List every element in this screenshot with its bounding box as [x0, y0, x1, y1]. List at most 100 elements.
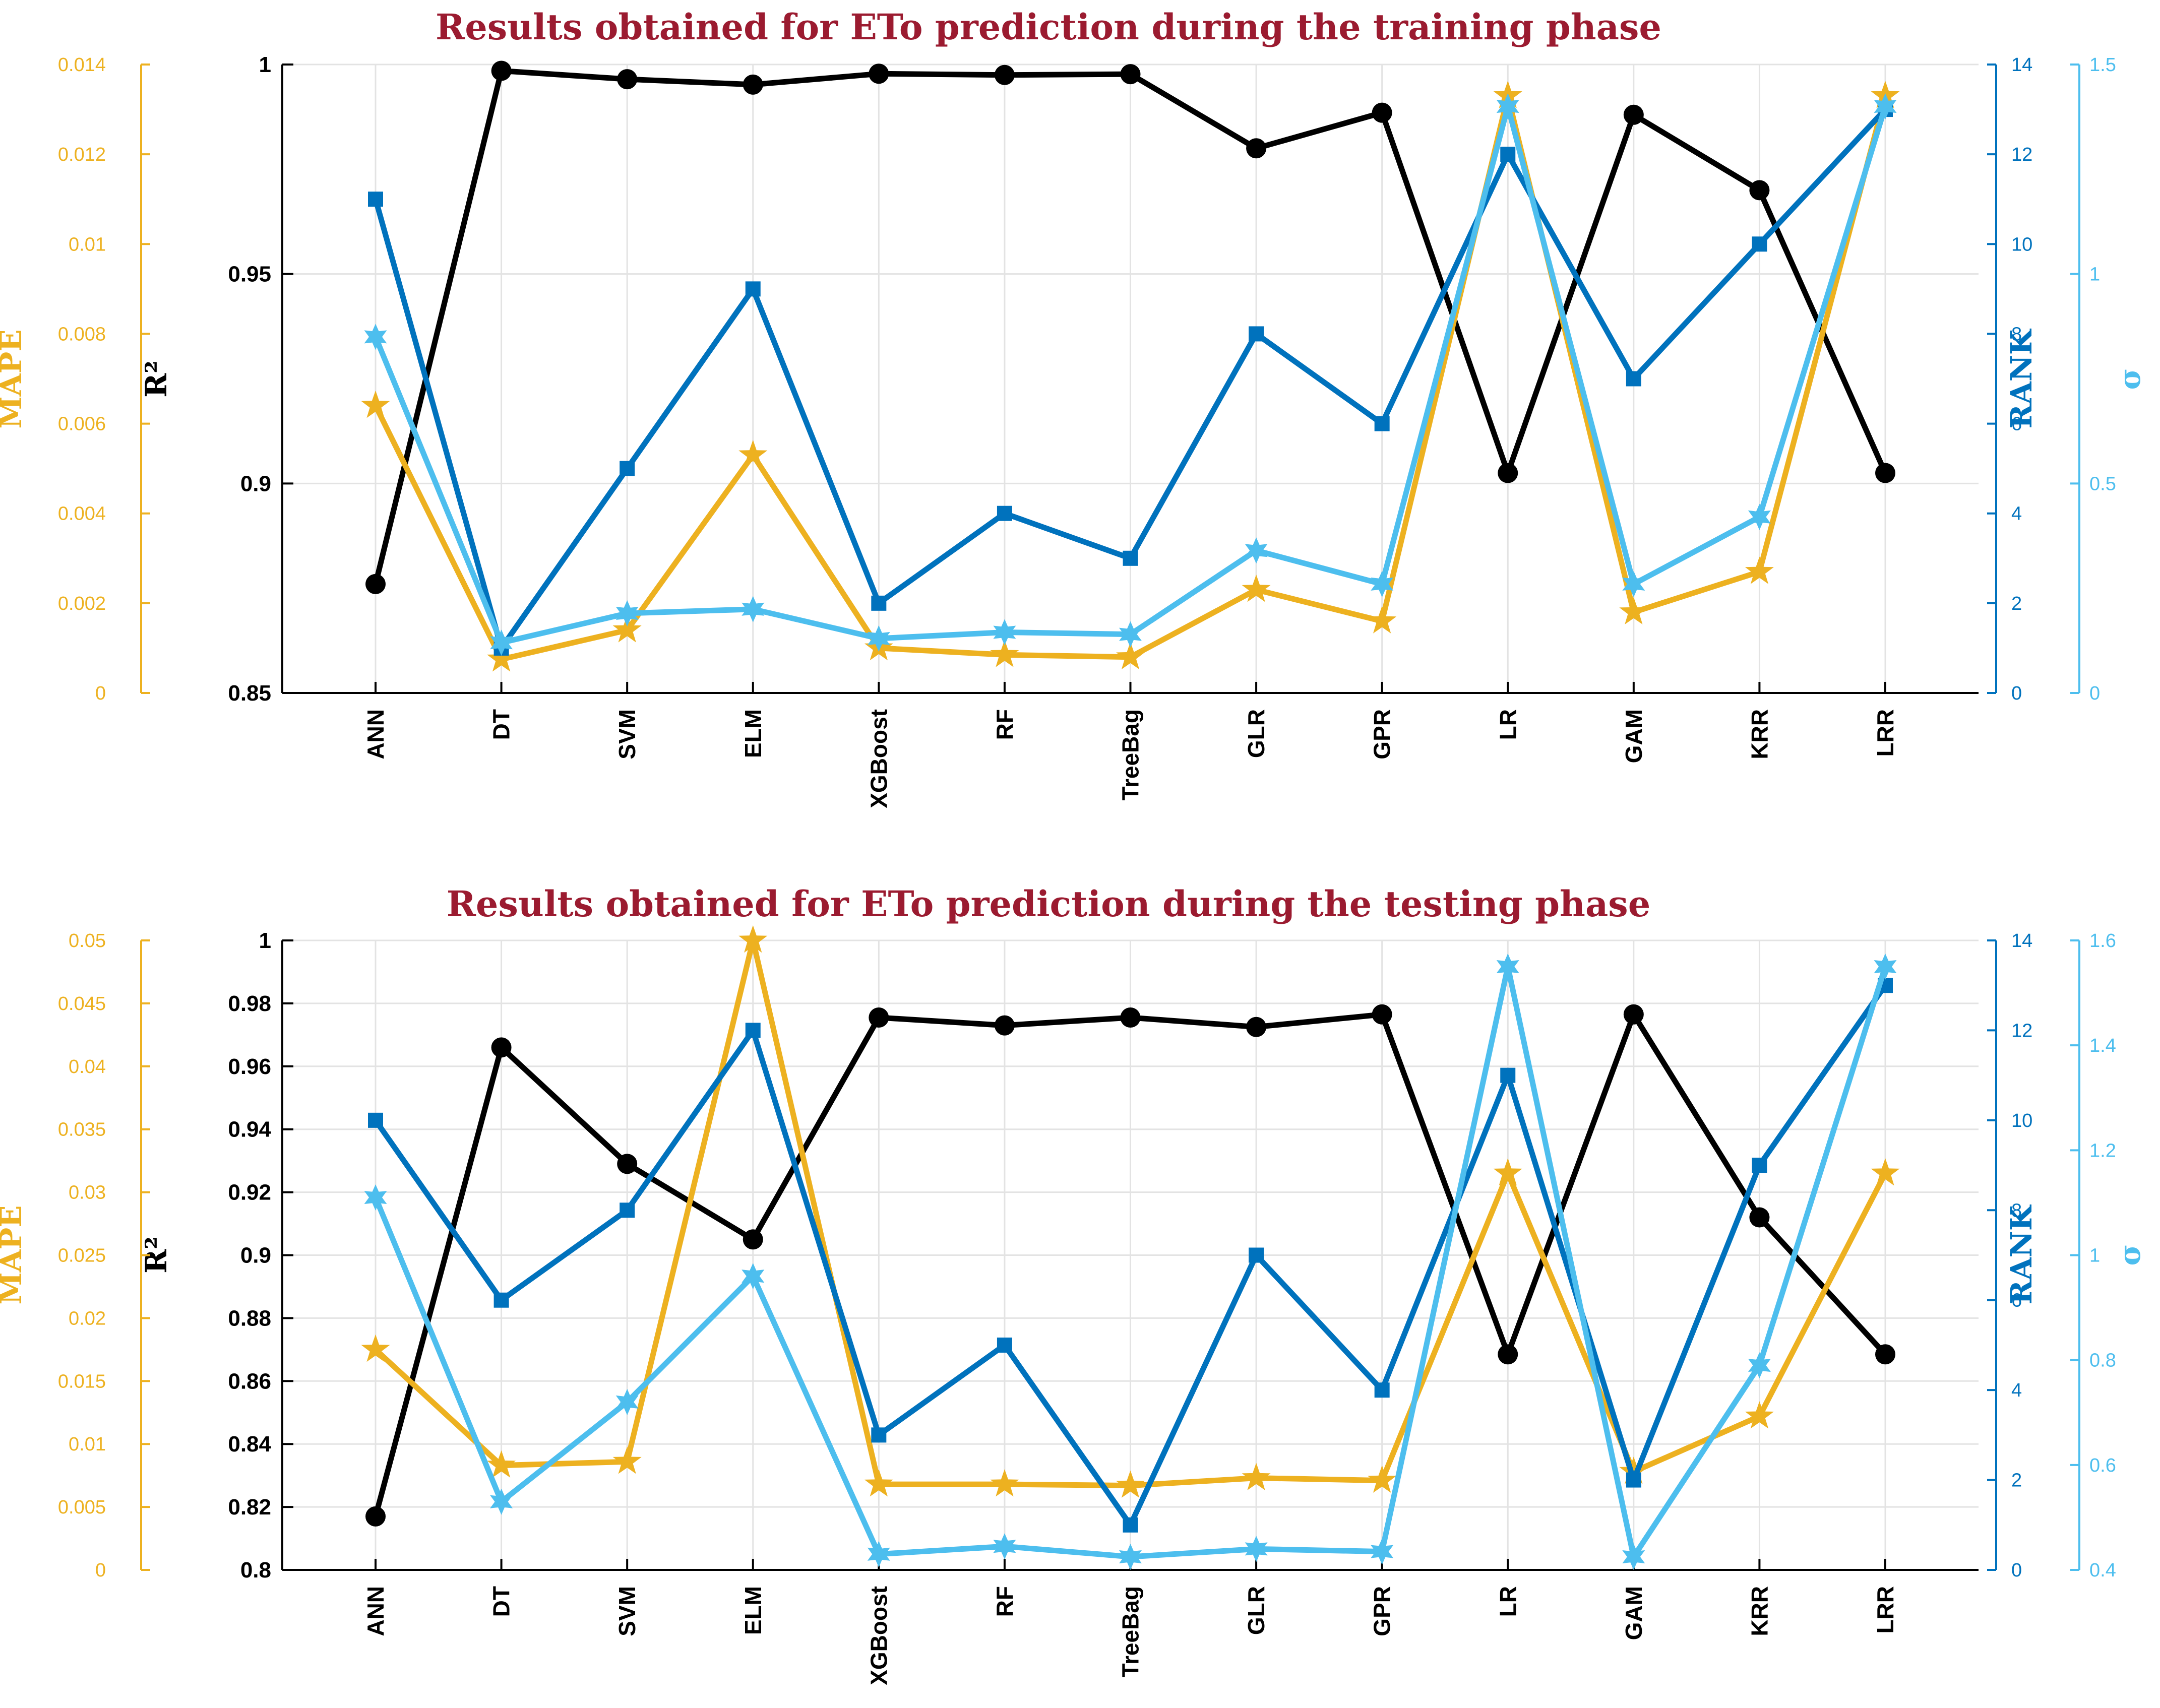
data-point-rank — [745, 1023, 761, 1038]
data-point-r2 — [491, 1037, 512, 1058]
data-point-r2 — [365, 1506, 386, 1527]
data-point-mape — [1745, 556, 1774, 584]
data-point-r2 — [1749, 180, 1770, 201]
data-point-rank — [871, 595, 887, 611]
data-point-mape — [1619, 597, 1648, 624]
sigma-axis-label: σ — [2113, 1244, 2147, 1266]
x-tick-label: ANN — [362, 1586, 389, 1636]
data-point-r2 — [1623, 1004, 1644, 1025]
data-point-r2 — [617, 69, 638, 90]
data-point-r2 — [1120, 64, 1141, 85]
r2-tick-label: 0.96 — [228, 1054, 271, 1079]
data-point-mape — [1242, 575, 1271, 602]
mape-tick-label: 0.014 — [58, 54, 106, 76]
series-sigma — [364, 93, 1897, 656]
x-tick-label: GLR — [1243, 1586, 1269, 1635]
data-point-rank — [1249, 326, 1264, 342]
data-point-rank — [368, 1112, 383, 1128]
data-point-r2 — [1875, 1344, 1895, 1365]
r2-tick-label: 0.88 — [228, 1306, 271, 1331]
data-point-mape — [1242, 1463, 1271, 1490]
data-point-sigma — [364, 1184, 387, 1211]
data-point-mape — [990, 640, 1019, 667]
data-point-mape — [487, 644, 516, 672]
sigma-tick-label: 0.5 — [2089, 473, 2116, 494]
x-tick-label: LR — [1495, 1586, 1521, 1617]
data-point-sigma — [993, 619, 1016, 646]
data-point-mape — [1619, 1457, 1648, 1484]
sigma-tick-label: 1.5 — [2089, 54, 2116, 76]
mape-tick-label: 0 — [95, 683, 106, 704]
r2-tick-label: 0.85 — [228, 681, 271, 706]
x-tick-label: LRR — [1872, 709, 1898, 757]
data-point-sigma — [1622, 1544, 1645, 1570]
data-point-mape — [1871, 1158, 1900, 1186]
data-point-sigma — [867, 1541, 890, 1567]
data-point-r2 — [1749, 1207, 1770, 1228]
data-point-sigma — [1622, 571, 1645, 597]
mape-tick-label: 0.01 — [69, 1434, 106, 1455]
data-point-r2 — [994, 65, 1015, 85]
data-point-mape — [990, 1469, 1019, 1497]
data-point-r2 — [869, 1007, 889, 1028]
r2-tick-label: 0.9 — [240, 471, 271, 496]
x-tick-label: ELM — [740, 709, 766, 758]
r2-axis-label: R² — [139, 360, 173, 398]
mape-tick-label: 0.01 — [69, 234, 106, 255]
data-point-sigma — [742, 596, 765, 622]
r2-tick-label: 0.9 — [240, 1243, 271, 1268]
x-tick-label: GPR — [1369, 709, 1395, 760]
sigma-tick-label: 0.6 — [2089, 1455, 2116, 1476]
mape-tick-label: 0.002 — [58, 593, 106, 614]
x-tick-label: KRR — [1746, 709, 1772, 760]
data-point-mape — [1745, 1401, 1774, 1429]
rank-tick-label: 0 — [2011, 683, 2022, 704]
x-tick-label: XGBoost — [866, 709, 892, 808]
data-point-sigma — [615, 1388, 639, 1415]
chart-title: Results obtained for ETo prediction duri… — [436, 6, 1661, 48]
r2-tick-label: 1 — [259, 52, 271, 77]
rank-tick-label: 6 — [2011, 1290, 2022, 1311]
sigma-tick-label: 1.6 — [2089, 930, 2116, 952]
mape-tick-label: 0.04 — [69, 1056, 106, 1078]
data-point-rank — [1249, 1247, 1264, 1263]
r2-tick-label: 0.98 — [228, 991, 271, 1016]
data-point-rank — [620, 1203, 635, 1218]
data-point-sigma — [1371, 571, 1394, 597]
rank-tick-label: 10 — [2011, 1110, 2032, 1131]
data-point-rank — [1626, 1472, 1641, 1488]
series-r2 — [365, 60, 1895, 594]
x-tick-label: LRR — [1872, 1586, 1898, 1634]
sigma-tick-label: 0.8 — [2089, 1350, 2116, 1371]
rank-axis-label: RANK — [2004, 1204, 2039, 1304]
data-point-r2 — [994, 1015, 1015, 1036]
data-point-sigma — [993, 1533, 1016, 1560]
data-point-mape — [738, 439, 768, 468]
data-point-sigma — [1245, 537, 1268, 564]
mape-tick-label: 0.05 — [69, 930, 106, 952]
data-point-r2 — [743, 1229, 763, 1250]
x-tick-label: TreeBag — [1118, 709, 1144, 801]
data-point-sigma — [364, 324, 387, 350]
x-tick-label: GPR — [1369, 1586, 1395, 1636]
data-point-rank — [1500, 147, 1516, 162]
data-point-mape — [1493, 1158, 1522, 1186]
data-point-rank — [1374, 1382, 1390, 1398]
sigma-tick-label: 0.4 — [2089, 1560, 2116, 1581]
data-point-sigma — [1496, 954, 1519, 980]
data-point-mape — [1116, 1470, 1145, 1498]
data-point-r2 — [1246, 1017, 1267, 1037]
rank-tick-label: 8 — [2011, 1200, 2022, 1221]
r2-tick-label: 0.95 — [228, 262, 271, 287]
series-rank — [368, 978, 1893, 1533]
data-point-rank — [997, 1337, 1012, 1353]
rank-tick-label: 8 — [2011, 324, 2022, 345]
x-tick-label: LR — [1495, 709, 1521, 740]
mape-axis-label: MAPE — [0, 329, 28, 428]
data-point-mape — [1368, 1465, 1397, 1493]
x-tick-label: ELM — [740, 1586, 766, 1635]
r2-tick-label: 0.82 — [228, 1495, 271, 1520]
data-point-sigma — [742, 1263, 765, 1290]
data-point-rank — [1752, 1158, 1767, 1173]
